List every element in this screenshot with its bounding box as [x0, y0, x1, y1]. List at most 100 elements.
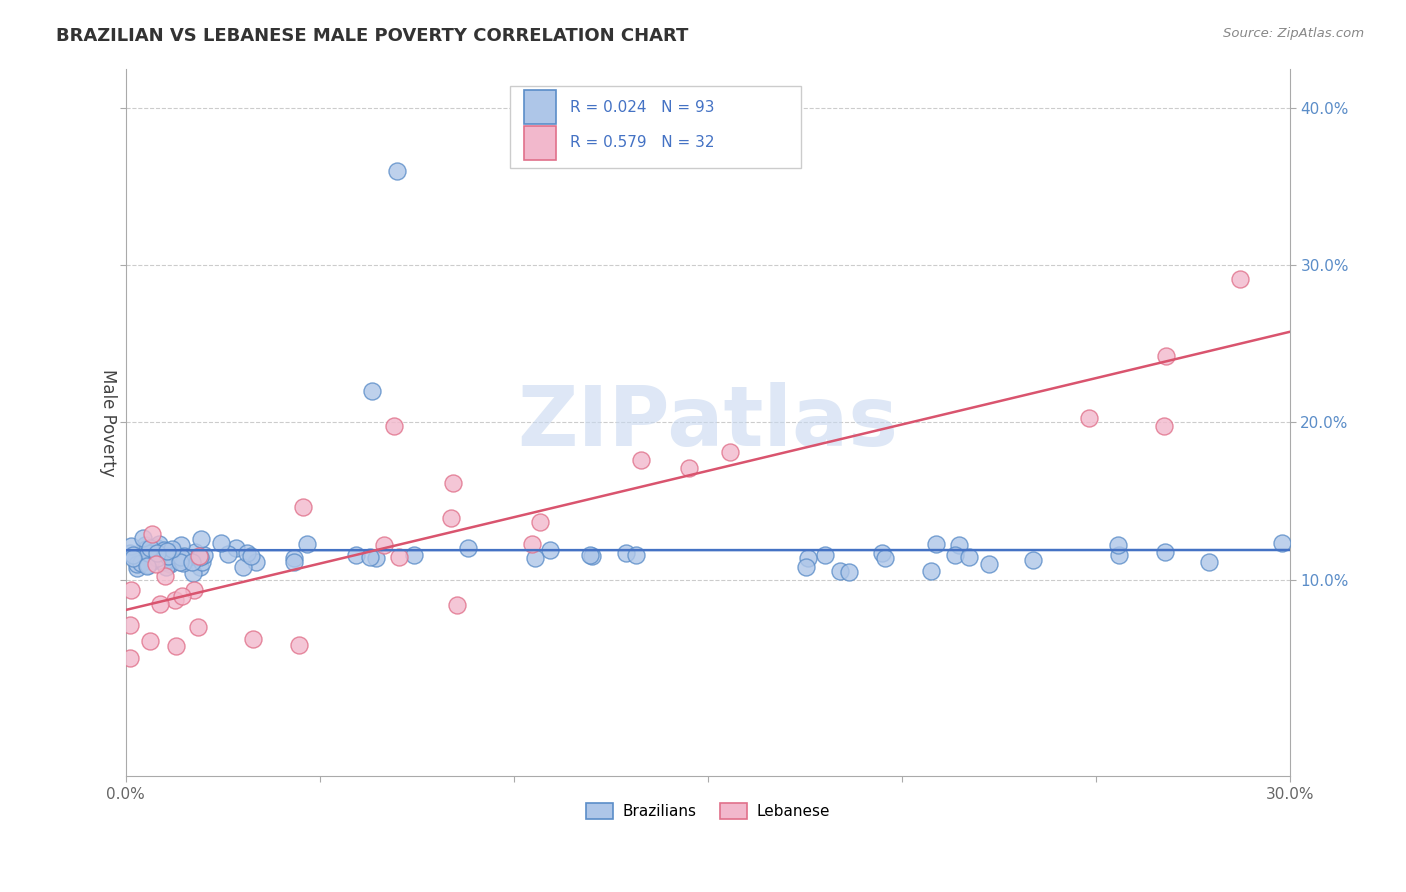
Point [441, 476, 464, 491]
Point [579, 548, 602, 562]
Point [236, 546, 259, 560]
Text: ZIPatlas: ZIPatlas [517, 382, 898, 463]
Point [134, 538, 156, 552]
Point [979, 557, 1001, 571]
Point [139, 634, 162, 648]
Point [148, 537, 170, 551]
Point [146, 547, 169, 561]
Point [1107, 537, 1129, 551]
Point [359, 550, 381, 565]
Point [125, 557, 148, 571]
Point [143, 547, 166, 561]
Point [153, 555, 176, 569]
Point [184, 545, 207, 559]
Point [155, 560, 177, 574]
Point [136, 546, 159, 560]
Point [242, 632, 264, 647]
Point [943, 549, 966, 563]
Point [440, 510, 463, 524]
Point [1153, 419, 1175, 434]
Point [948, 538, 970, 552]
Point [138, 549, 160, 563]
Point [446, 598, 468, 612]
Point [118, 618, 141, 632]
Point [118, 651, 141, 665]
Point [170, 550, 193, 565]
Point [288, 638, 311, 652]
Point [1022, 553, 1045, 567]
Point [181, 566, 204, 580]
Point [146, 550, 169, 565]
Point [1078, 411, 1101, 425]
Point [388, 549, 411, 564]
Point [148, 547, 170, 561]
Point [139, 541, 162, 555]
Point [135, 558, 157, 573]
Text: R = 0.579   N = 32: R = 0.579 N = 32 [571, 136, 716, 151]
Point [828, 564, 851, 578]
Point [173, 553, 195, 567]
Point [120, 583, 142, 598]
FancyBboxPatch shape [510, 87, 801, 168]
Point [457, 541, 479, 555]
Point [292, 500, 315, 514]
Point [190, 550, 212, 565]
Text: R = 0.024   N = 93: R = 0.024 N = 93 [571, 100, 716, 115]
Point [153, 542, 176, 557]
Point [122, 548, 145, 562]
Point [139, 552, 162, 566]
FancyBboxPatch shape [524, 126, 557, 160]
Point [170, 589, 193, 603]
Point [630, 453, 652, 467]
Point [1271, 536, 1294, 550]
Point [188, 560, 211, 574]
Point [678, 460, 700, 475]
Point [1198, 555, 1220, 569]
Point [920, 564, 942, 578]
Point [225, 541, 247, 556]
Point [143, 540, 166, 554]
Point [523, 551, 546, 566]
Point [120, 539, 142, 553]
Point [165, 593, 187, 607]
Point [122, 551, 145, 566]
Point [162, 545, 184, 559]
Point [187, 549, 209, 564]
Point [190, 555, 212, 569]
Point [173, 549, 195, 563]
Point [136, 558, 159, 572]
Point [190, 532, 212, 546]
Point [387, 163, 409, 178]
Point [718, 444, 741, 458]
Point [159, 558, 181, 572]
Point [155, 554, 177, 568]
Point [135, 541, 157, 556]
Point [170, 538, 193, 552]
Point [145, 558, 167, 572]
Point [149, 597, 172, 611]
Point [165, 640, 187, 654]
Point [404, 549, 426, 563]
Legend: Brazilians, Lebanese: Brazilians, Lebanese [579, 797, 835, 825]
Point [129, 557, 152, 571]
Point [160, 541, 183, 556]
Text: Source: ZipAtlas.com: Source: ZipAtlas.com [1223, 27, 1364, 40]
Point [581, 549, 603, 564]
Point [814, 548, 837, 562]
Point [209, 536, 232, 550]
Text: BRAZILIAN VS LEBANESE MALE POVERTY CORRELATION CHART: BRAZILIAN VS LEBANESE MALE POVERTY CORRE… [56, 27, 689, 45]
Point [118, 545, 141, 559]
Point [797, 550, 820, 565]
Point [373, 538, 395, 552]
Point [624, 549, 647, 563]
Point [873, 551, 896, 566]
Point [382, 418, 405, 433]
Point [141, 554, 163, 568]
Point [156, 543, 179, 558]
Point [364, 551, 387, 566]
Point [529, 515, 551, 529]
Point [538, 543, 561, 558]
Point [297, 537, 319, 551]
Point [146, 546, 169, 560]
Point [131, 531, 153, 545]
